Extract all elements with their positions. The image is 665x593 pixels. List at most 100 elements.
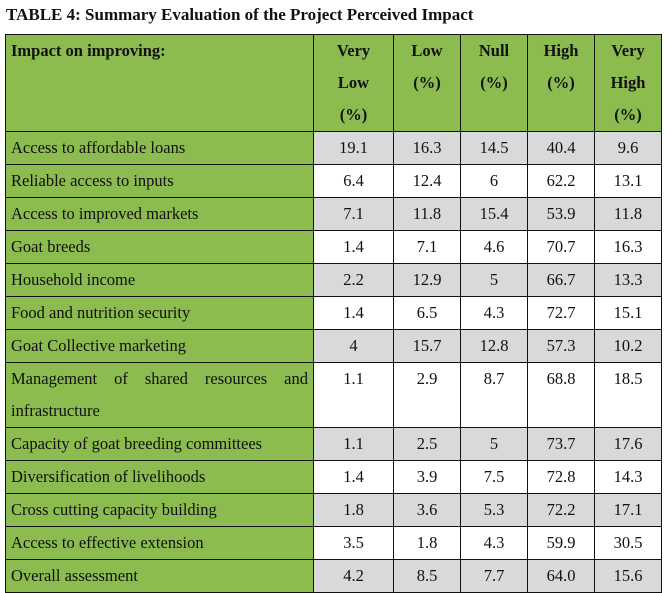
row-label: Food and nutrition security [5, 296, 314, 330]
header-very-high: Very High (%) [594, 34, 662, 132]
value-cell: 6.5 [393, 296, 461, 330]
value-cell: 1.1 [313, 362, 394, 428]
header-null: Null (%) [460, 34, 528, 132]
row-label: Access to improved markets [5, 197, 314, 231]
value-cell: 2.5 [393, 427, 461, 461]
table-row: Goat breeds 1.4 7.1 4.6 70.7 16.3 [5, 230, 662, 264]
value-cell: 14.5 [460, 131, 528, 165]
value-cell: 11.8 [594, 197, 662, 231]
value-cell: 1.4 [313, 460, 394, 494]
value-cell: 15.4 [460, 197, 528, 231]
value-cell: 2.9 [393, 362, 461, 428]
table-row: Capacity of goat breeding committees 1.1 2… [5, 427, 662, 461]
value-cell: 66.7 [527, 263, 595, 297]
header-impact: Impact on improving: [5, 34, 314, 132]
value-cell: 6.4 [313, 164, 394, 198]
value-cell: 7.7 [460, 559, 528, 593]
header-very-low: Very Low (%) [313, 34, 394, 132]
row-label: Access to affordable loans [5, 131, 314, 165]
value-cell: 4.3 [460, 526, 528, 560]
value-cell: 17.1 [594, 493, 662, 527]
header-high: High (%) [527, 34, 595, 132]
header-row: Impact on improving: Very Low (%) Low (%… [5, 34, 662, 132]
value-cell: 7.5 [460, 460, 528, 494]
value-cell: 4.2 [313, 559, 394, 593]
header-low: Low (%) [393, 34, 461, 132]
value-cell: 18.5 [594, 362, 662, 428]
value-cell: 11.8 [393, 197, 461, 231]
value-cell: 73.7 [527, 427, 595, 461]
value-cell: 72.7 [527, 296, 595, 330]
value-cell: 13.3 [594, 263, 662, 297]
row-label: Reliable access to inputs [5, 164, 314, 198]
value-cell: 5 [460, 427, 528, 461]
table-row: Access to improved markets 7.1 11.8 15.4 53.… [5, 197, 662, 231]
value-cell: 15.6 [594, 559, 662, 593]
value-cell: 1.1 [313, 427, 394, 461]
value-cell: 19.1 [313, 131, 394, 165]
value-cell: 4.3 [460, 296, 528, 330]
value-cell: 12.8 [460, 329, 528, 363]
table-row: Access to affordable loans 19.1 16.3 14.5 40… [5, 131, 662, 165]
value-cell: 7.1 [313, 197, 394, 231]
value-cell: 5 [460, 263, 528, 297]
value-cell: 16.3 [594, 230, 662, 264]
row-label: Diversification of livelihoods [5, 460, 314, 494]
row-label: Goat Collective marketing [5, 329, 314, 363]
table-title: TABLE 4: Summary Evaluation of the Proje… [6, 5, 474, 24]
value-cell: 9.6 [594, 131, 662, 165]
value-cell: 14.3 [594, 460, 662, 494]
value-cell: 3.6 [393, 493, 461, 527]
value-cell: 4.6 [460, 230, 528, 264]
value-cell: 4 [313, 329, 394, 363]
value-cell: 72.8 [527, 460, 595, 494]
value-cell: 13.1 [594, 164, 662, 198]
value-cell: 1.8 [313, 493, 394, 527]
value-cell: 5.3 [460, 493, 528, 527]
value-cell: 7.1 [393, 230, 461, 264]
value-cell: 70.7 [527, 230, 595, 264]
value-cell: 68.8 [527, 362, 595, 428]
value-cell: 1.4 [313, 296, 394, 330]
value-cell: 12.9 [393, 263, 461, 297]
value-cell: 15.7 [393, 329, 461, 363]
table-row: Reliable access to inputs 6.4 12.4 6 62.2 13.… [5, 164, 662, 198]
table-row: Diversification of livelihoods 1.4 3.9 7.5 7… [5, 460, 662, 494]
row-label: Capacity of goat breeding committees [5, 427, 314, 461]
value-cell: 72.2 [527, 493, 595, 527]
table-row: Food and nutrition security 1.4 6.5 4.3 72.7… [5, 296, 662, 330]
table-row: Household income 2.2 12.9 5 66.7 13.3 [5, 263, 662, 297]
value-cell: 3.9 [393, 460, 461, 494]
row-label: Management of shared resources and infra… [5, 362, 314, 428]
value-cell: 10.2 [594, 329, 662, 363]
value-cell: 15.1 [594, 296, 662, 330]
value-cell: 16.3 [393, 131, 461, 165]
value-cell: 1.4 [313, 230, 394, 264]
row-label: Household income [5, 263, 314, 297]
table-row: Overall assessment 4.2 8.5 7.7 64.0 15.6 [5, 559, 662, 593]
row-label: Goat breeds [5, 230, 314, 264]
value-cell: 64.0 [527, 559, 595, 593]
value-cell: 8.5 [393, 559, 461, 593]
table-row: Management of shared resources and infra… [5, 362, 662, 428]
value-cell: 17.6 [594, 427, 662, 461]
value-cell: 53.9 [527, 197, 595, 231]
value-cell: 57.3 [527, 329, 595, 363]
row-label: Overall assessment [5, 559, 314, 593]
value-cell: 40.4 [527, 131, 595, 165]
row-label: Access to effective extension [5, 526, 314, 560]
value-cell: 1.8 [393, 526, 461, 560]
table-row: Cross cutting capacity building 1.8 3.6 5.3… [5, 493, 662, 527]
value-cell: 30.5 [594, 526, 662, 560]
row-label: Cross cutting capacity building [5, 493, 314, 527]
table-row: Goat Collective marketing 4 15.7 12.8 57.3 10… [5, 329, 662, 363]
value-cell: 2.2 [313, 263, 394, 297]
value-cell: 62.2 [527, 164, 595, 198]
value-cell: 3.5 [313, 526, 394, 560]
table-row: Access to effective extension 3.5 1.8 4.3 59… [5, 526, 662, 560]
value-cell: 12.4 [393, 164, 461, 198]
value-cell: 8.7 [460, 362, 528, 428]
impact-table: Impact on improving: Very Low (%) Low (%… [5, 34, 662, 593]
value-cell: 6 [460, 164, 528, 198]
value-cell: 59.9 [527, 526, 595, 560]
